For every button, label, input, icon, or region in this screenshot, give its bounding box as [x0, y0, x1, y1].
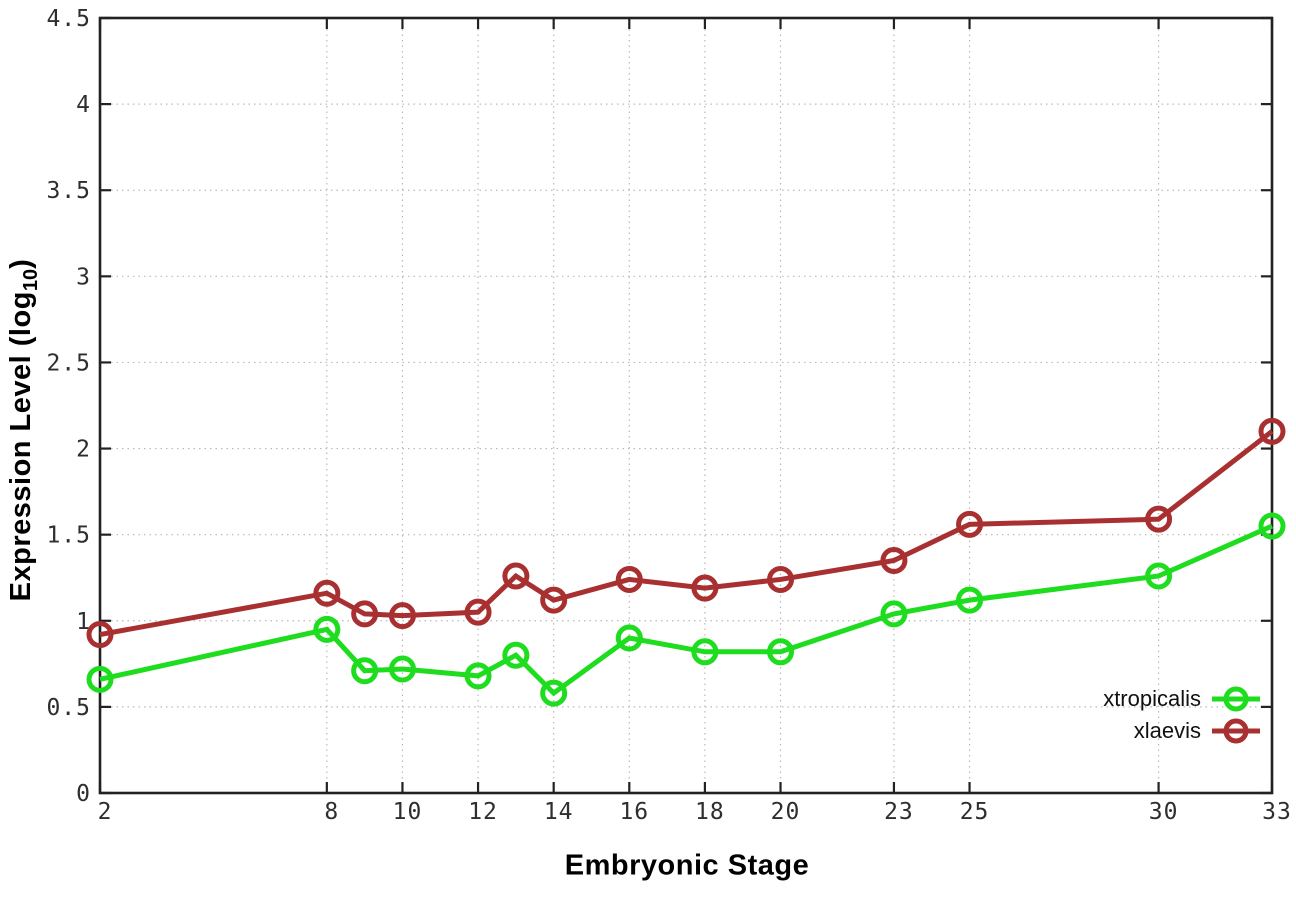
svg-text:33: 33 [1262, 799, 1292, 825]
svg-text:2: 2 [98, 799, 113, 825]
svg-text:12: 12 [468, 799, 498, 825]
legend: xtropicalis xlaevis [1103, 684, 1260, 746]
svg-text:30: 30 [1149, 799, 1179, 825]
svg-text:2.5: 2.5 [46, 350, 91, 376]
legend-label-xlaevis: xlaevis [1133, 718, 1201, 743]
svg-text:0.5: 0.5 [46, 695, 91, 721]
legend-item-xlaevis: xlaevis [1103, 716, 1260, 746]
y-axis-title: Expression Level (log10) [5, 259, 43, 602]
x-axis-title: Embryonic Stage [564, 849, 810, 882]
y-axis-title-text: Expression Level (log [5, 291, 37, 602]
svg-text:10: 10 [393, 799, 423, 825]
legend-sample-line-circle-icon [1212, 686, 1260, 712]
svg-text:3: 3 [76, 264, 91, 290]
svg-text:25: 25 [960, 799, 990, 825]
svg-text:16: 16 [619, 799, 649, 825]
svg-text:18: 18 [695, 799, 725, 825]
svg-text:2: 2 [76, 437, 91, 463]
svg-text:14: 14 [544, 799, 574, 825]
svg-text:0: 0 [76, 781, 91, 807]
svg-text:4.5: 4.5 [46, 6, 91, 32]
y-axis-title-close: ) [5, 258, 37, 269]
svg-text:8: 8 [324, 799, 339, 825]
svg-text:4: 4 [76, 92, 91, 118]
svg-text:20: 20 [771, 799, 801, 825]
legend-item-xtropicalis: xtropicalis [1103, 684, 1260, 714]
legend-label-xtropicalis: xtropicalis [1103, 686, 1201, 711]
y-axis-title-subscript: 10 [20, 268, 42, 292]
legend-sample-line-circle-icon [1212, 718, 1260, 744]
svg-text:3.5: 3.5 [46, 178, 91, 204]
svg-text:1: 1 [76, 609, 91, 635]
svg-text:1.5: 1.5 [46, 523, 91, 549]
svg-text:23: 23 [884, 799, 914, 825]
